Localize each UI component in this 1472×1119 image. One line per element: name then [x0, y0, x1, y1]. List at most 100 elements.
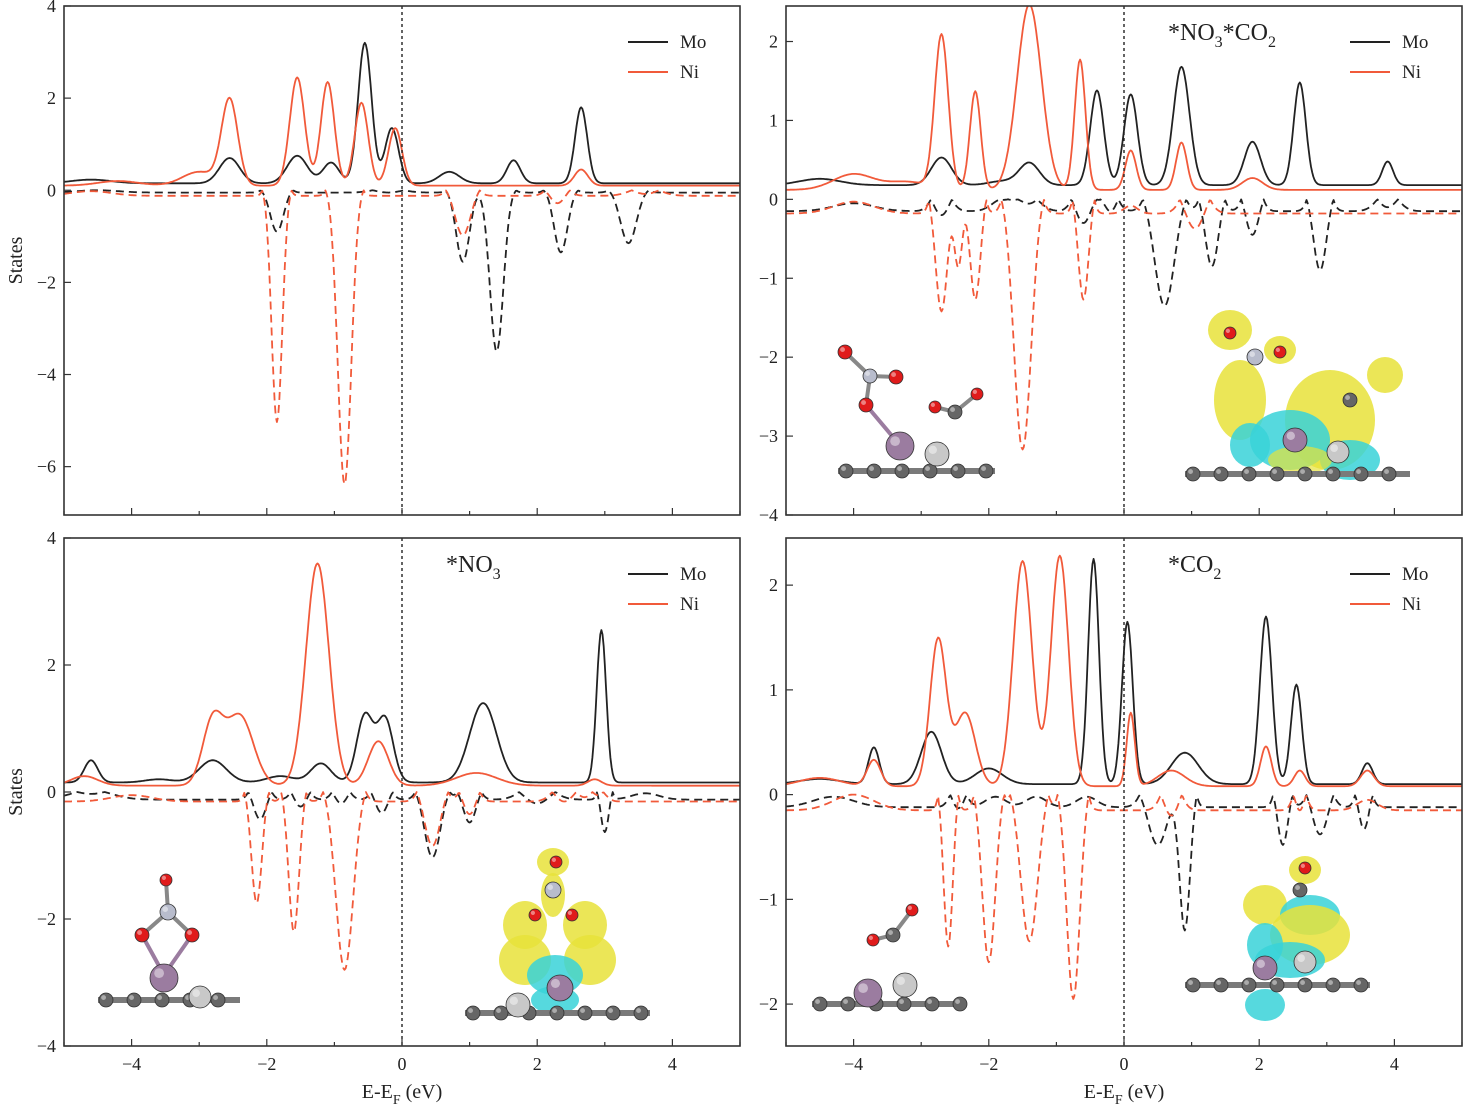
oxygen-atom: [837, 344, 853, 360]
carbon-atom: [1353, 977, 1369, 993]
panel-b: −4 −3 −2 −1 0 1 2 Mo Ni *NO3*CO2: [759, 5, 1463, 525]
oxygen-atom: [866, 933, 880, 947]
isosurface-lobe: [1367, 357, 1403, 393]
oxygen-atom: [1298, 861, 1312, 875]
carbon-atom: [1241, 977, 1257, 993]
oxygen-atom: [565, 908, 579, 922]
oxygen-atom: [858, 397, 874, 413]
legend-label-mo: Mo: [1402, 564, 1428, 585]
ni-atom: [892, 972, 918, 998]
graphene-sheet: [812, 1001, 965, 1007]
carbon-atom: [1241, 466, 1257, 482]
structure-co2: [812, 903, 968, 1012]
x-axis-label: E-EF (eV): [1084, 1081, 1165, 1108]
carbon-atom: [605, 1005, 621, 1021]
y-tick-label: 4: [47, 0, 56, 16]
carbon-atom: [1269, 466, 1285, 482]
carbon-atom: [210, 992, 226, 1008]
mo-atom: [1252, 955, 1278, 981]
carbon-atom: [1213, 977, 1229, 993]
carbon-atom: [154, 992, 170, 1008]
series-ni-up: [786, 6, 1462, 191]
ni-atom: [505, 992, 531, 1018]
y-tick-label: −2: [759, 347, 778, 367]
oxygen-atom: [905, 903, 919, 917]
oxygen-atom: [888, 369, 904, 385]
y-tick-label: −6: [37, 457, 56, 477]
mo-atom: [149, 963, 179, 993]
charge-density-co2: [1185, 856, 1370, 1021]
legend-label-ni: Ni: [680, 62, 699, 83]
ni-atom: [1293, 950, 1317, 974]
mo-atom: [546, 974, 574, 1002]
mo-atom: [853, 978, 883, 1008]
y-tick-label: −2: [37, 909, 56, 929]
carbon-atom: [465, 1005, 481, 1021]
carbon-atom: [840, 996, 856, 1012]
panel-d: −2 −1 0 1 2 −4 −2 0 2 4 Mo Ni *CO2 E-EF (eV): [759, 537, 1463, 1108]
carbon-atom: [1269, 977, 1285, 993]
oxygen-atom: [928, 400, 942, 414]
y-tick-label: 1: [769, 680, 778, 700]
series-ni-down: [64, 791, 740, 971]
x-tick-label: 2: [533, 1054, 542, 1074]
x-tick-label: −4: [844, 1054, 863, 1074]
series-mo-down: [64, 189, 740, 353]
nitrogen-atom: [159, 903, 177, 921]
isosurface-lobe: [1230, 423, 1270, 467]
carbon-atom: [1381, 466, 1397, 482]
carbon-atom: [894, 463, 910, 479]
x-axis-label: E-EF (eV): [362, 1081, 443, 1108]
y-tick-label: −2: [37, 272, 56, 292]
series-ni-down: [786, 793, 1462, 1000]
y-tick-label: −4: [37, 365, 56, 385]
legend-label-mo: Mo: [680, 32, 706, 53]
series-mo-up: [64, 629, 740, 784]
carbon-atom: [885, 927, 901, 943]
carbon-atom: [1213, 466, 1229, 482]
legend-label-mo: Mo: [680, 564, 706, 585]
charge-density-no3-co2: [1185, 310, 1410, 482]
nitrogen-atom: [862, 368, 878, 384]
panel-c: −4 −2 0 2 4 −4 −2 0 2 4 Mo Ni *NO3 States E-EF (eV): [5, 528, 741, 1108]
dos-curves: [786, 6, 1462, 451]
x-tick-label: 0: [1120, 1054, 1129, 1074]
carbon-atom: [1292, 882, 1308, 898]
y-tick-label: 2: [47, 88, 56, 108]
legend-label-mo: Mo: [1402, 32, 1428, 53]
carbon-atom: [1325, 977, 1341, 993]
oxygen-atom: [528, 908, 542, 922]
ni-atom: [924, 441, 950, 467]
series-ni-down: [786, 198, 1462, 451]
y-tick-label: −4: [37, 1036, 56, 1056]
x-tick-label: −4: [122, 1054, 141, 1074]
series-mo-up: [786, 558, 1462, 785]
series-mo-down: [786, 198, 1462, 307]
y-tick-label: −3: [759, 426, 778, 446]
carbon-atom: [896, 996, 912, 1012]
carbon-atom: [947, 404, 963, 420]
y-tick-label: 2: [769, 32, 778, 52]
panel-label: *CO2: [1168, 552, 1221, 583]
nitrogen-atom: [1246, 348, 1264, 366]
x-tick-label: −2: [979, 1054, 998, 1074]
x-tick-label: −2: [257, 1054, 276, 1074]
y-tick-label: 1: [769, 110, 778, 130]
y-tick-label: 0: [769, 785, 778, 805]
structure-no3: [98, 873, 240, 1009]
carbon-atom: [838, 463, 854, 479]
legend-label-ni: Ni: [1402, 594, 1421, 615]
oxygen-atom: [970, 387, 984, 401]
mo-atom: [885, 431, 915, 461]
legend-label-ni: Ni: [680, 594, 699, 615]
oxygen-atom: [549, 855, 563, 869]
carbon-atom: [126, 992, 142, 1008]
y-tick-label: 0: [769, 189, 778, 209]
carbon-atom: [549, 1005, 565, 1021]
carbon-atom: [577, 1005, 593, 1021]
y-tick-label: 0: [47, 782, 56, 802]
carbon-atom: [924, 996, 940, 1012]
y-axis-label: States: [5, 768, 27, 816]
y-tick-label: −4: [759, 505, 778, 525]
